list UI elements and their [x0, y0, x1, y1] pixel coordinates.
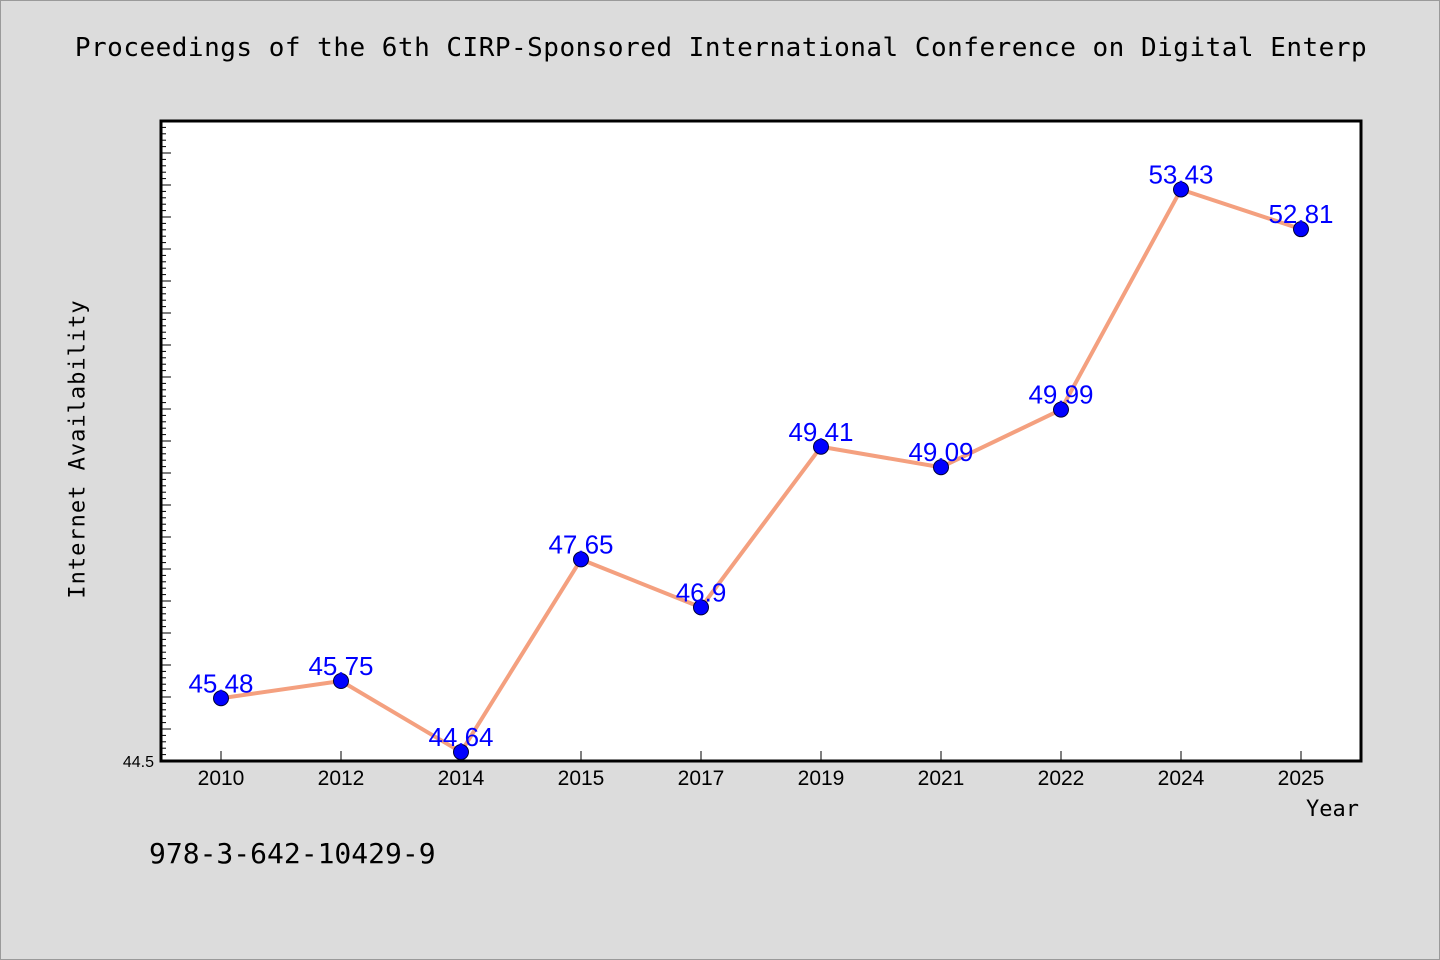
x-axis-ticks: 2010 2012 2014 2015 2017 2019 2021 2022 2024 2025 [198, 751, 1325, 790]
data-point [1293, 221, 1309, 238]
data-label: 49.41 [788, 417, 853, 447]
x-tick-label: 2017 [678, 767, 725, 790]
data-label: 49.99 [1028, 380, 1093, 410]
data-point [933, 459, 949, 476]
x-tick-label: 2022 [1038, 767, 1085, 790]
data-label: 52.81 [1268, 199, 1333, 229]
data-label: 46.9 [676, 577, 727, 607]
data-label: 53.43 [1148, 159, 1213, 189]
chart-title: Proceedings of the 6th CIRP-Sponsored In… [74, 33, 1368, 63]
y-axis-ticks [161, 126, 171, 756]
data-label: 44.64 [428, 722, 493, 752]
data-point [693, 599, 709, 616]
x-tick-label: 2010 [198, 767, 245, 790]
x-tick-label: 2019 [798, 767, 845, 790]
data-label: 49.09 [908, 437, 973, 467]
data-point [1053, 401, 1069, 418]
marker-layer [213, 181, 1309, 761]
data-label: 47.65 [548, 529, 613, 559]
data-point [213, 690, 229, 707]
isbn-label: 978-3-642-10429-9 [149, 837, 436, 870]
x-tick-label: 2014 [438, 767, 485, 790]
series-layer [219, 187, 1303, 755]
data-point [333, 673, 349, 689]
data-point [813, 438, 829, 455]
data-point [1173, 181, 1189, 198]
x-tick-label: 2012 [318, 767, 365, 790]
data-point [453, 744, 469, 761]
series-line [219, 187, 1303, 755]
y-tick-label: 44.5 [123, 754, 154, 771]
x-tick-label: 2021 [918, 767, 965, 790]
data-label: 45.48 [188, 668, 253, 698]
data-label: 45.75 [308, 651, 373, 681]
x-tick-label: 2024 [1158, 767, 1205, 790]
x-tick-label: 2015 [558, 767, 605, 790]
x-axis-label: Year [1306, 797, 1359, 822]
data-label-layer: 45.48 45.75 44.64 47.65 46.9 49.41 49.09 49.99 5… [188, 159, 1333, 752]
x-tick-label: 2025 [1278, 767, 1325, 790]
data-point [573, 551, 589, 568]
